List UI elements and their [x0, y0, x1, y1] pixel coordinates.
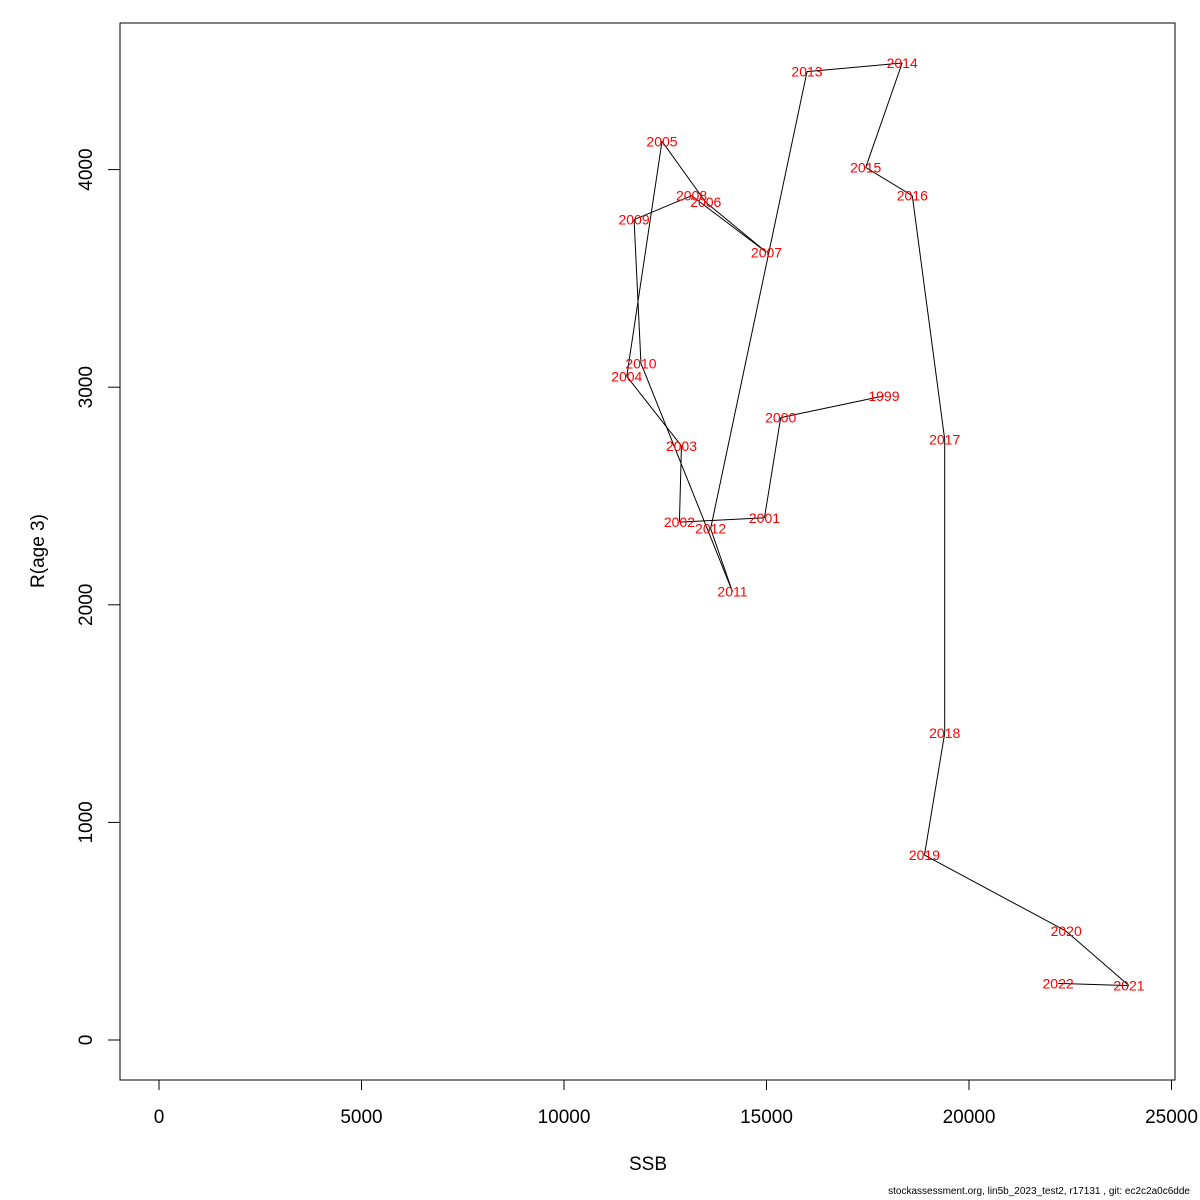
point-labels: 1999 2000 2001 2002 2003 2004 2005 2006 2007 2008… — [611, 55, 1145, 994]
path-segment — [705, 201, 767, 253]
x-tick-label: 15000 — [740, 1107, 793, 1128]
year-label: 2007 — [751, 244, 782, 260]
year-label: 2011 — [717, 584, 747, 600]
year-label: 2017 — [929, 431, 960, 447]
x-tick-label: 10000 — [538, 1107, 591, 1128]
y-tick-label: 2000 — [76, 584, 97, 626]
plot-frame — [119, 22, 1176, 1081]
x-tick-label: 25000 — [1145, 1107, 1198, 1128]
y-tick-label: 0 — [76, 1035, 97, 1046]
path-segment — [626, 376, 682, 447]
path-segment — [1065, 930, 1130, 986]
path-segment — [633, 219, 642, 364]
year-label: 2001 — [749, 510, 780, 526]
path-segment — [763, 417, 782, 518]
y-tick-label: 4000 — [76, 148, 97, 190]
footer-text: stockassessment.org, lin5b_2023_test2, r… — [888, 1186, 1190, 1197]
path-segment — [710, 71, 808, 529]
year-label: 2018 — [929, 725, 960, 741]
x-axis: 0 5000 10000 15000 20000 25000 — [154, 1079, 1198, 1128]
year-label: 2015 — [850, 159, 881, 175]
path-segment — [640, 363, 733, 592]
path-segment — [780, 395, 885, 419]
path-segment — [679, 517, 765, 523]
path-segment — [865, 166, 913, 197]
x-axis-label: SSB — [629, 1154, 667, 1175]
path-segment — [633, 195, 692, 221]
y-tick-label: 1000 — [76, 801, 97, 843]
year-label: 2009 — [618, 212, 649, 228]
year-label: 2004 — [611, 368, 642, 384]
year-label: 2019 — [909, 847, 940, 863]
year-label: 2020 — [1051, 923, 1082, 939]
y-axis-label: R(age 3) — [28, 514, 49, 588]
year-label: 2021 — [1113, 978, 1144, 994]
y-axis: 0 1000 2000 3000 4000 — [76, 148, 121, 1046]
year-label: 2006 — [690, 194, 721, 210]
path-segment — [1058, 982, 1129, 987]
year-label: 2016 — [897, 188, 928, 204]
year-label: 2003 — [666, 438, 697, 454]
path-segment — [678, 445, 682, 523]
year-label: 1999 — [868, 388, 899, 404]
path-segment — [661, 141, 707, 203]
x-tick-label: 20000 — [943, 1107, 996, 1128]
path-segment — [865, 62, 903, 168]
series-path — [626, 62, 1130, 987]
y-tick-label: 3000 — [76, 366, 97, 408]
year-label: 2013 — [791, 64, 822, 80]
year-label: 2014 — [887, 55, 918, 71]
path-segment — [806, 62, 903, 73]
year-label: 2010 — [625, 355, 656, 371]
path-segment — [923, 733, 946, 856]
path-segment — [911, 195, 946, 440]
year-label: 2008 — [676, 188, 707, 204]
year-label: 2005 — [646, 133, 677, 149]
year-label: 2002 — [664, 514, 695, 530]
path-segment — [626, 141, 663, 377]
path-segment — [691, 195, 767, 253]
year-label: 2012 — [695, 521, 726, 537]
year-label: 2022 — [1043, 975, 1074, 991]
path-segment — [924, 854, 1067, 932]
path-segment — [710, 528, 733, 592]
x-tick-label: 0 — [154, 1107, 165, 1128]
x-tick-label: 5000 — [340, 1107, 382, 1128]
year-label: 2000 — [765, 410, 796, 426]
